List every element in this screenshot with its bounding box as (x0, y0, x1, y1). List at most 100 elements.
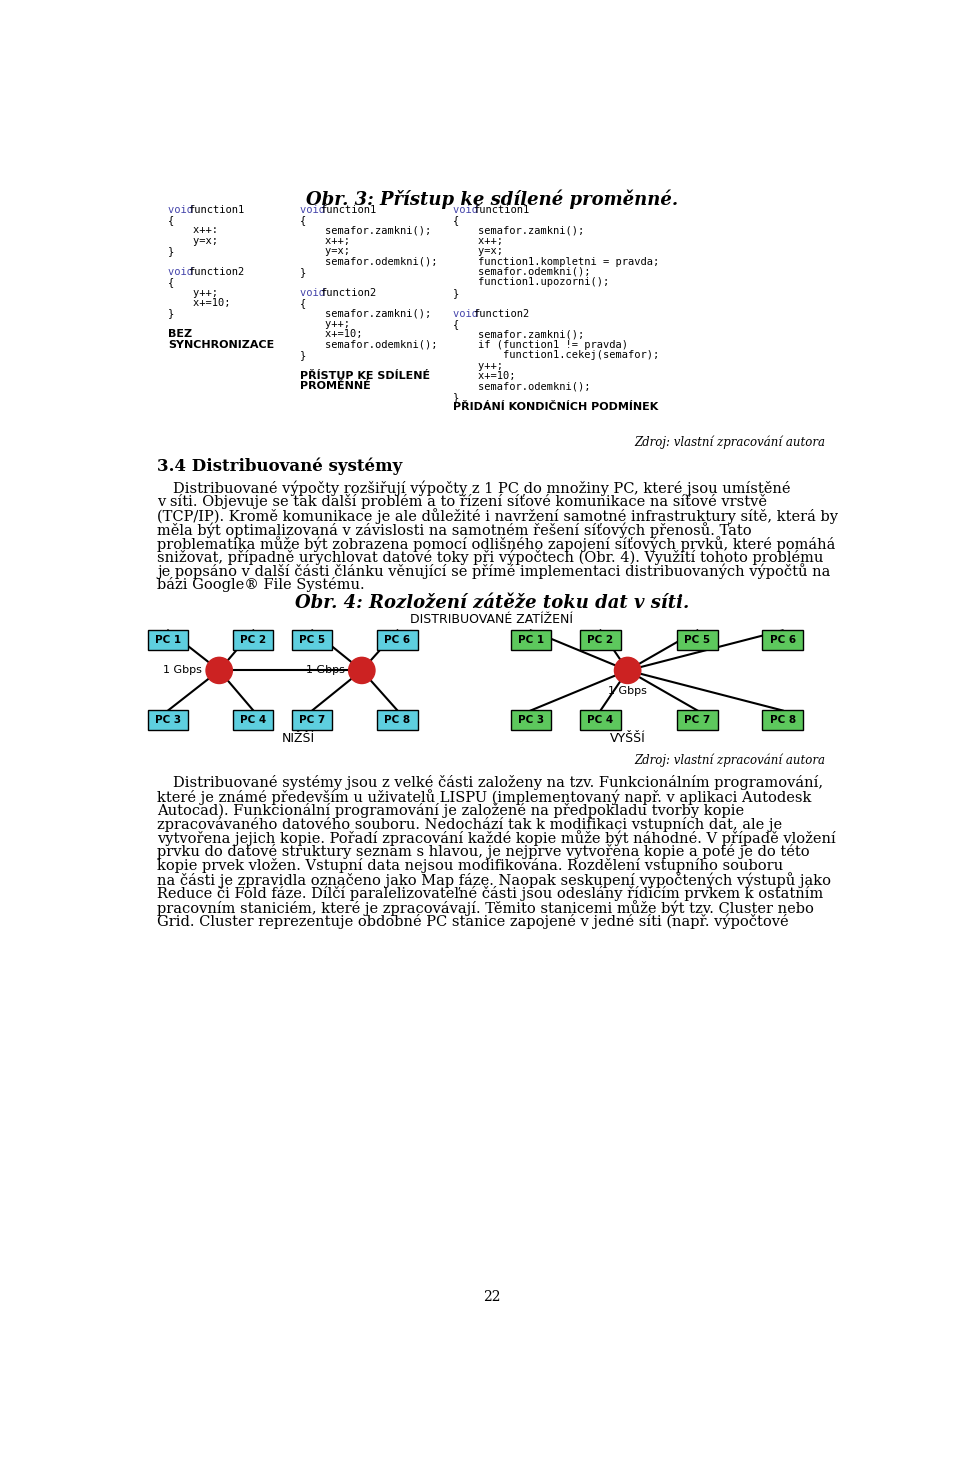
Text: prvku do datové struktury seznam s hlavou, je nejprve vytvořena kopie a poté je : prvku do datové struktury seznam s hlavo… (157, 844, 810, 859)
Circle shape (614, 657, 641, 684)
Text: PŘÍSTUP KE SDÍLENÉ: PŘÍSTUP KE SDÍLENÉ (300, 371, 430, 381)
Text: PC 4: PC 4 (240, 716, 267, 726)
FancyBboxPatch shape (677, 630, 717, 650)
Text: void: void (453, 308, 485, 318)
Text: Obr. 3: Přístup ke sdílené proměnné.: Obr. 3: Přístup ke sdílené proměnné. (306, 188, 678, 209)
Text: kopie prvek vložen. Vstupní data nejsou modifikována. Rozdělení vstupního soubor: kopie prvek vložen. Vstupní data nejsou … (157, 858, 783, 874)
Text: {: { (168, 278, 175, 288)
FancyBboxPatch shape (511, 630, 551, 650)
Circle shape (348, 657, 375, 684)
Text: PC 7: PC 7 (684, 716, 710, 726)
Text: y++;: y++; (453, 361, 503, 371)
Text: PC 6: PC 6 (770, 636, 796, 646)
Text: }: } (300, 267, 306, 278)
Text: x+=10;: x+=10; (168, 298, 230, 308)
Text: semafor.odemkni();: semafor.odemkni(); (300, 257, 438, 266)
Text: semafor.odemkni();: semafor.odemkni(); (453, 267, 590, 278)
FancyBboxPatch shape (148, 710, 188, 730)
Text: PC 1: PC 1 (155, 636, 181, 646)
Text: měla být optimalizovaná v závislosti na samotném řešení síťových přenosů. Tato: měla být optimalizovaná v závislosti na … (157, 522, 752, 538)
Text: NIŽŠÍ: NIŽŠÍ (281, 732, 315, 745)
Text: SYNCHRONIZACE: SYNCHRONIZACE (168, 340, 275, 349)
Text: PC 3: PC 3 (517, 716, 543, 726)
Text: problematika může být zobrazena pomocí odlišného zapojení síťových prvků, které : problematika může být zobrazena pomocí o… (157, 536, 835, 552)
FancyBboxPatch shape (581, 630, 621, 650)
FancyBboxPatch shape (292, 710, 332, 730)
Text: function2: function2 (188, 267, 245, 278)
Text: 1 Gbps: 1 Gbps (306, 665, 345, 675)
Text: void: void (168, 205, 200, 215)
Text: PC 2: PC 2 (240, 636, 266, 646)
Text: }: } (453, 392, 460, 402)
FancyBboxPatch shape (377, 710, 418, 730)
Text: {: { (300, 298, 306, 308)
FancyBboxPatch shape (581, 710, 621, 730)
Text: je popsáno v další části článku věnující se přímé implementaci distribuovaných v: je popsáno v další části článku věnující… (157, 564, 830, 579)
Text: void: void (300, 205, 331, 215)
Text: x+=10;: x+=10; (300, 329, 362, 339)
Text: 1 Gbps: 1 Gbps (163, 665, 203, 675)
Text: PC 5: PC 5 (300, 636, 325, 646)
Text: PŘIDÁNÍ KONDIČNÍCH PODMÍNEK: PŘIDÁNÍ KONDIČNÍCH PODMÍNEK (453, 402, 659, 412)
Text: {: { (453, 318, 460, 329)
Text: pracovním staniciém, které je zpracovávají. Těmito stanicemi může být tzv. Clust: pracovním staniciém, které je zpracováva… (157, 900, 814, 916)
Text: PC 1: PC 1 (517, 636, 543, 646)
Text: void: void (168, 267, 200, 278)
Text: {: { (300, 215, 306, 225)
FancyBboxPatch shape (762, 710, 803, 730)
Text: y=x;: y=x; (453, 245, 503, 256)
Text: které je známé především u uživatelů LISPU (implementovaný např. v aplikaci Auto: které je známé především u uživatelů LIS… (157, 789, 811, 805)
Text: semafor.zamkni();: semafor.zamkni(); (300, 225, 431, 235)
Text: 22: 22 (483, 1290, 501, 1305)
Text: function1.cekej(semafor);: function1.cekej(semafor); (453, 351, 660, 359)
Circle shape (206, 657, 232, 684)
Text: function1: function1 (320, 205, 376, 215)
FancyBboxPatch shape (233, 710, 274, 730)
Text: function1: function1 (473, 205, 530, 215)
Text: Zdroj: vlastní zpracování autora: Zdroj: vlastní zpracování autora (635, 754, 826, 767)
Text: Distribuované výpočty rozšiřují výpočty z 1 PC do množiny PC, které jsou umístěn: Distribuované výpočty rozšiřují výpočty … (173, 481, 790, 495)
Text: BEZ: BEZ (168, 329, 192, 339)
Text: semafor.zamkni();: semafor.zamkni(); (453, 329, 585, 339)
Text: Autocad). Funkcionální programování je založené na předpokladu tvorby kopie: Autocad). Funkcionální programování je z… (157, 804, 744, 818)
Text: Obr. 4: Rozložení zátěže toku dat v síti.: Obr. 4: Rozložení zátěže toku dat v síti… (295, 595, 689, 612)
Text: function2: function2 (320, 288, 376, 298)
FancyBboxPatch shape (148, 630, 188, 650)
Text: VYŠŠÍ: VYŠŠÍ (610, 732, 645, 745)
Text: }: } (168, 308, 175, 318)
Text: }: } (168, 245, 175, 256)
Text: {: { (453, 215, 460, 225)
Text: 3.4 Distribuované systémy: 3.4 Distribuované systémy (157, 457, 402, 475)
Text: 1 Gbps: 1 Gbps (609, 685, 647, 695)
Text: semafor.odemkni();: semafor.odemkni(); (453, 381, 590, 392)
Text: void: void (453, 205, 485, 215)
Text: function1.upozorni();: function1.upozorni(); (453, 278, 610, 288)
Text: function1: function1 (188, 205, 245, 215)
FancyBboxPatch shape (377, 630, 418, 650)
Text: }: } (453, 288, 460, 298)
Text: PROMĚNNÉ: PROMĚNNÉ (300, 381, 371, 392)
Text: DISTRIBUOVANÉ ZATÍŽENÍ: DISTRIBUOVANÉ ZATÍŽENÍ (411, 612, 573, 625)
Text: x++;: x++; (453, 235, 503, 245)
FancyBboxPatch shape (677, 710, 717, 730)
Text: Reduce či Fold fáze. Dílčí paralelizovateľné části jsou odeslány řídícím prvkem : Reduce či Fold fáze. Dílčí paralelizovat… (157, 885, 824, 901)
Text: y++;: y++; (300, 318, 349, 329)
Text: y=x;: y=x; (300, 245, 349, 256)
Text: Zdroj: vlastní zpracování autora: Zdroj: vlastní zpracování autora (635, 435, 826, 449)
Text: PC 8: PC 8 (770, 716, 796, 726)
Text: PC 7: PC 7 (300, 716, 325, 726)
Text: PC 3: PC 3 (155, 716, 181, 726)
Text: x+=10;: x+=10; (453, 371, 516, 381)
Text: PC 5: PC 5 (684, 636, 710, 646)
Text: PC 2: PC 2 (588, 636, 613, 646)
Text: }: } (300, 351, 306, 359)
Text: x++;: x++; (300, 235, 349, 245)
Text: if (function1 != pravda): if (function1 != pravda) (453, 340, 628, 349)
Text: PC 8: PC 8 (384, 716, 411, 726)
Text: na části je zpravidla označeno jako Map fáze. Naopak seskupení vypočtených výstu: na části je zpravidla označeno jako Map … (157, 872, 831, 888)
Text: Distribuované systémy jsou z velké části založeny na tzv. Funkcionálním programo: Distribuované systémy jsou z velké části… (173, 776, 823, 790)
Text: {: { (168, 215, 175, 225)
FancyBboxPatch shape (233, 630, 274, 650)
Text: semafor.zamkni();: semafor.zamkni(); (300, 308, 431, 318)
Text: semafor.odemkni();: semafor.odemkni(); (300, 340, 438, 349)
